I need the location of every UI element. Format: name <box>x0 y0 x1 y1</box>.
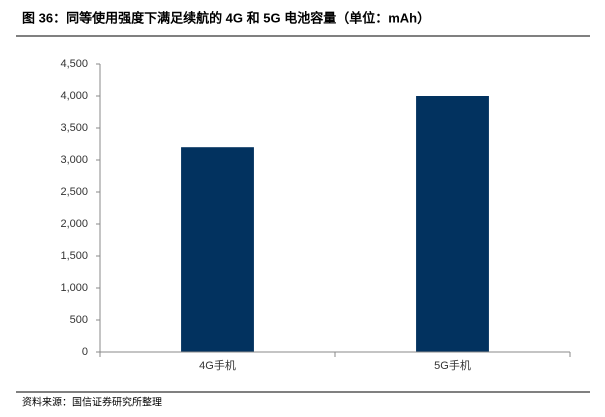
source-note: 资料来源：国信证券研究所整理 <box>22 396 162 409</box>
y-tick-label: 500 <box>70 314 88 326</box>
y-tick-label: 0 <box>82 346 88 358</box>
y-tick-label: 2,000 <box>60 218 88 230</box>
y-tick-label: 3,500 <box>60 122 88 134</box>
bar <box>181 147 254 352</box>
y-tick-label: 4,000 <box>60 90 88 102</box>
x-tick-label: 5G手机 <box>434 358 471 372</box>
y-tick-label: 3,000 <box>60 154 88 166</box>
y-tick-label: 1,000 <box>60 282 88 294</box>
y-tick-label: 4,500 <box>60 58 88 70</box>
chart-title: 图 36：同等使用强度下满足续航的 4G 和 5G 电池容量（单位：mAh） <box>22 10 430 25</box>
bar <box>416 96 489 352</box>
x-tick-label: 4G手机 <box>199 358 236 372</box>
y-tick-label: 2,500 <box>60 186 88 198</box>
y-tick-label: 1,500 <box>60 250 88 262</box>
